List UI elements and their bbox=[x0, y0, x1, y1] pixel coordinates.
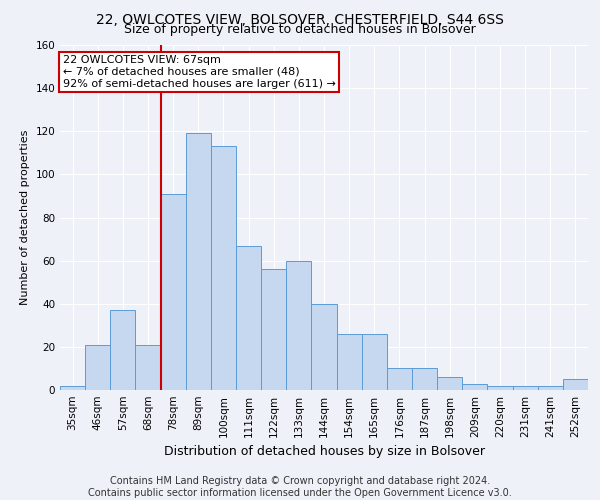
Bar bbox=[563, 379, 588, 390]
Bar bbox=[261, 269, 286, 390]
Text: Size of property relative to detached houses in Bolsover: Size of property relative to detached ho… bbox=[124, 22, 476, 36]
Bar bbox=[286, 260, 311, 390]
Bar bbox=[387, 368, 412, 390]
Bar bbox=[362, 334, 387, 390]
Bar bbox=[412, 368, 437, 390]
Bar bbox=[311, 304, 337, 390]
Bar bbox=[186, 134, 211, 390]
Bar bbox=[538, 386, 563, 390]
Bar bbox=[487, 386, 512, 390]
Bar bbox=[60, 386, 85, 390]
Bar bbox=[161, 194, 186, 390]
Bar bbox=[512, 386, 538, 390]
Y-axis label: Number of detached properties: Number of detached properties bbox=[20, 130, 30, 305]
Bar bbox=[462, 384, 487, 390]
Bar bbox=[236, 246, 261, 390]
Bar bbox=[85, 344, 110, 390]
Bar bbox=[110, 310, 136, 390]
X-axis label: Distribution of detached houses by size in Bolsover: Distribution of detached houses by size … bbox=[163, 446, 485, 458]
Bar bbox=[136, 344, 161, 390]
Bar bbox=[337, 334, 362, 390]
Text: Contains HM Land Registry data © Crown copyright and database right 2024.
Contai: Contains HM Land Registry data © Crown c… bbox=[88, 476, 512, 498]
Bar bbox=[437, 377, 462, 390]
Bar bbox=[211, 146, 236, 390]
Text: 22 OWLCOTES VIEW: 67sqm
← 7% of detached houses are smaller (48)
92% of semi-det: 22 OWLCOTES VIEW: 67sqm ← 7% of detached… bbox=[62, 56, 335, 88]
Text: 22, OWLCOTES VIEW, BOLSOVER, CHESTERFIELD, S44 6SS: 22, OWLCOTES VIEW, BOLSOVER, CHESTERFIEL… bbox=[96, 12, 504, 26]
